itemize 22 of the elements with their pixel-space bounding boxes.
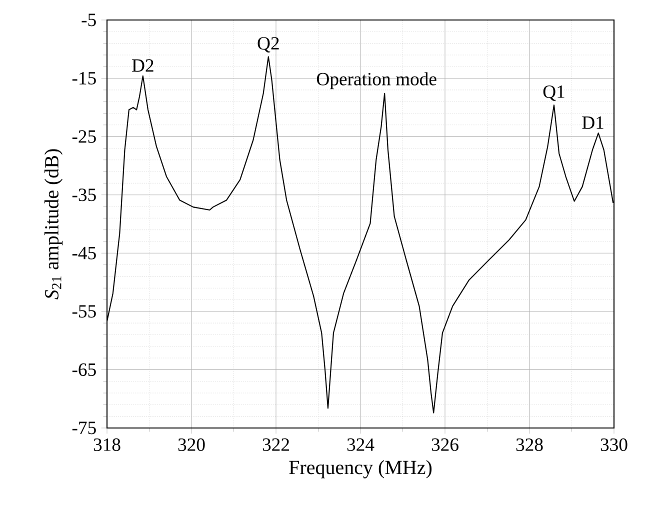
x-axis-title: Frequency (MHz)	[289, 460, 432, 478]
y-tick-label: -25	[72, 130, 96, 143]
y-tick-label: -65	[72, 363, 96, 376]
y-tick-label: -15	[72, 72, 96, 85]
x-tick-label: 330	[600, 438, 628, 451]
x-tick-label: 322	[262, 438, 289, 451]
annotation: Operation mode	[316, 72, 436, 90]
y-tick-label: -45	[72, 246, 96, 260]
annotation: D1	[582, 116, 604, 129]
x-tick-label: 326	[432, 438, 458, 451]
y-tick-label: -5	[82, 14, 96, 26]
x-tick-label: 320	[178, 438, 205, 451]
x-tick-label: 324	[347, 438, 374, 451]
y-tick-label: -55	[72, 305, 96, 318]
x-tick-label: 318	[94, 438, 120, 451]
annotation: Q2	[258, 37, 279, 52]
y-tick-label: -75	[72, 422, 96, 434]
annotation: Q1	[543, 85, 564, 101]
y-axis-title: S$_{21}$ amplitude (dB)	[44, 149, 63, 300]
x-tick-label: 328	[516, 438, 543, 451]
annotation: D2	[132, 59, 154, 72]
y-tick-label: -35	[72, 188, 96, 202]
